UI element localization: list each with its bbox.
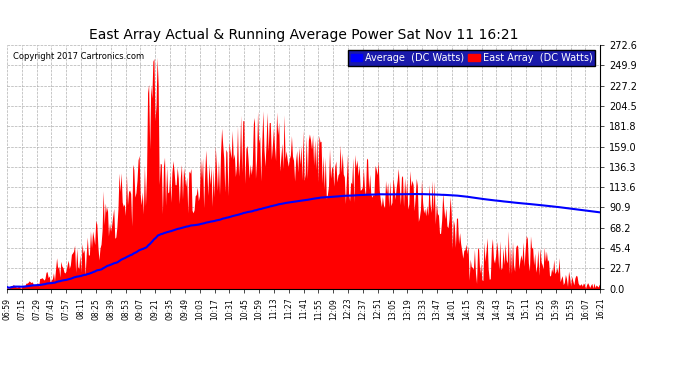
Text: Copyright 2017 Cartronics.com: Copyright 2017 Cartronics.com (13, 53, 144, 61)
Legend: Average  (DC Watts), East Array  (DC Watts): Average (DC Watts), East Array (DC Watts… (348, 50, 595, 66)
Title: East Array Actual & Running Average Power Sat Nov 11 16:21: East Array Actual & Running Average Powe… (89, 28, 518, 42)
